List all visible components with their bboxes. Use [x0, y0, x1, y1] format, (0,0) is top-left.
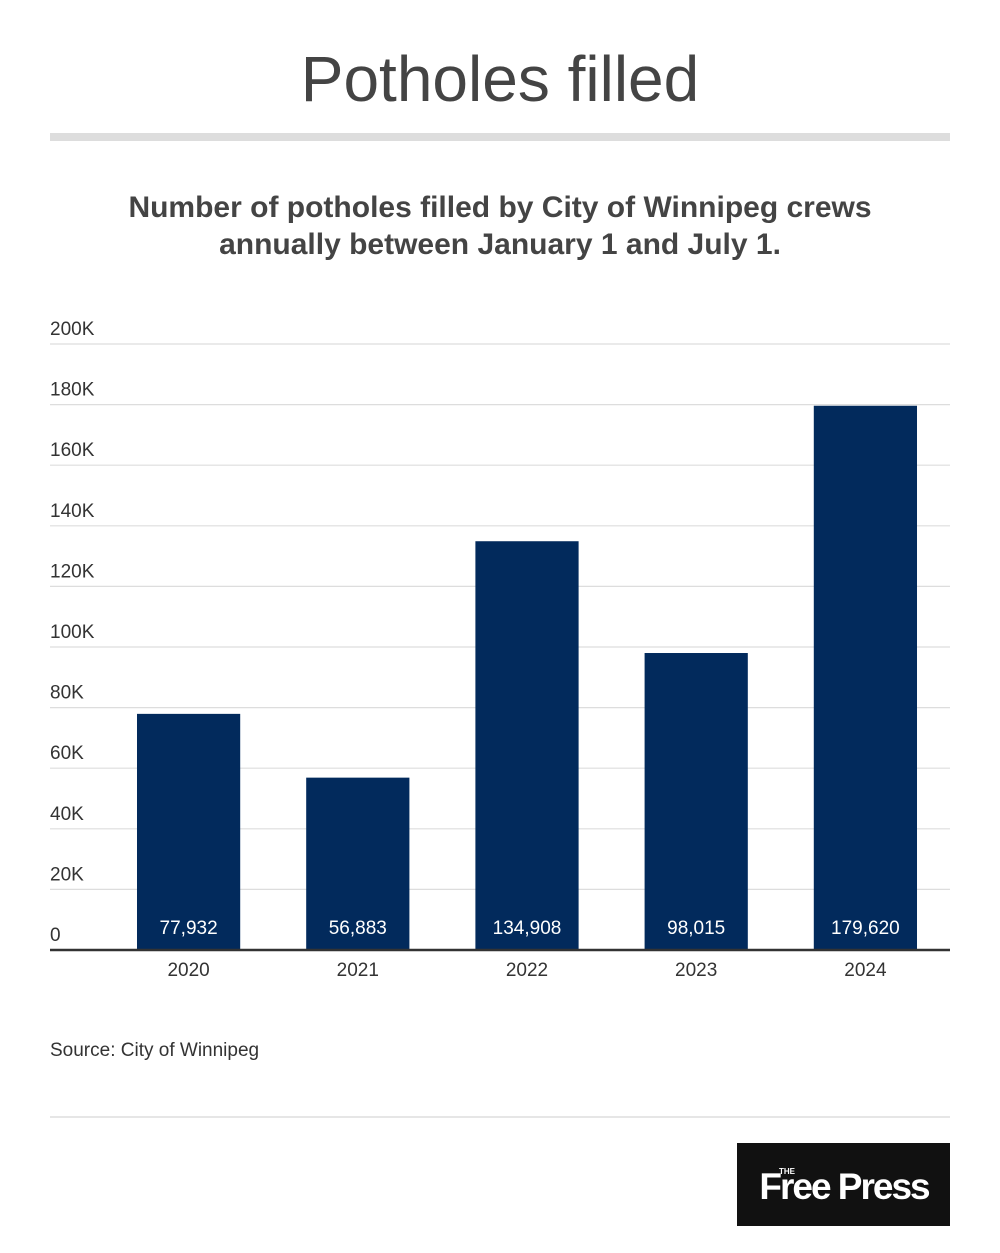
logo-small: THE — [779, 1167, 796, 1176]
chart-title: Potholes filled — [301, 43, 699, 115]
bar — [475, 541, 579, 950]
y-tick-label: 120K — [50, 561, 95, 582]
y-tick-label: 140K — [50, 501, 95, 522]
value-label: 77,932 — [160, 918, 218, 939]
logo-box — [737, 1143, 950, 1226]
y-tick-label: 0 — [50, 925, 61, 946]
bar — [813, 405, 918, 950]
value-label: 134,908 — [493, 918, 562, 939]
subtitle-line: Number of potholes filled by City of Win… — [128, 191, 871, 224]
bar — [136, 713, 241, 950]
value-label: 179,620 — [831, 918, 900, 939]
y-tick-label: 40K — [50, 804, 84, 825]
y-tick-label: 100K — [50, 622, 95, 643]
y-tick-label: 80K — [50, 683, 84, 704]
y-tick-label: 180K — [50, 380, 95, 401]
x-tick-label: 2020 — [167, 960, 209, 981]
bar — [644, 653, 748, 950]
subtitle-line: annually between January 1 and July 1. — [219, 228, 781, 261]
bar — [306, 777, 410, 950]
title-rule — [50, 133, 950, 141]
value-label: 98,015 — [667, 918, 725, 939]
x-tick-label: 2022 — [506, 960, 548, 981]
source: Source: City of Winnipeg — [50, 1040, 259, 1061]
x-tick-label: 2024 — [844, 960, 887, 981]
value-label: 56,883 — [329, 918, 387, 939]
x-tick-label: 2023 — [675, 960, 717, 981]
y-tick-label: 200K — [50, 319, 95, 340]
y-tick-label: 160K — [50, 440, 95, 461]
logo-name: Free Press — [759, 1166, 930, 1207]
y-tick-label: 20K — [50, 864, 84, 885]
x-tick-label: 2021 — [337, 960, 379, 981]
y-tick-label: 60K — [50, 743, 84, 764]
